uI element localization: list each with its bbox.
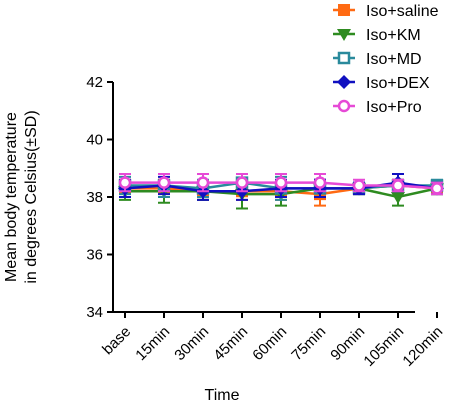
legend-label: Iso+DEX bbox=[366, 75, 430, 92]
legend: Iso+saline Iso+KM Iso+MD Iso+DEX Iso+Pro bbox=[333, 3, 439, 116]
x-tick-label: 30min bbox=[171, 323, 212, 364]
legend-item: Iso+saline bbox=[333, 3, 439, 20]
series-iso-pro bbox=[118, 173, 444, 196]
data-point bbox=[352, 179, 366, 192]
data-point bbox=[118, 176, 132, 189]
x-tick-label: 15min bbox=[132, 323, 173, 364]
x-tick-label: 45min bbox=[210, 323, 251, 364]
legend-item: Iso+DEX bbox=[333, 75, 430, 92]
legend-marker bbox=[337, 51, 351, 65]
plot-area bbox=[118, 173, 444, 210]
y-axis: 34 36 38 40 42 bbox=[86, 74, 114, 321]
data-point bbox=[196, 176, 210, 189]
data-point bbox=[430, 182, 444, 195]
y-tick-label: 38 bbox=[86, 189, 103, 206]
data-point bbox=[391, 179, 405, 192]
legend-item: Iso+MD bbox=[333, 51, 422, 68]
legend-item: Iso+Pro bbox=[333, 99, 422, 116]
y-tick-label: 36 bbox=[86, 247, 103, 264]
y-axis-title-line-1: Mean body temperature bbox=[3, 112, 20, 282]
y-tick-label: 40 bbox=[86, 132, 103, 149]
data-point bbox=[157, 176, 171, 189]
x-tick-label: base bbox=[99, 323, 134, 358]
legend-item: Iso+KM bbox=[333, 27, 421, 44]
legend-marker bbox=[337, 75, 351, 89]
legend-label: Iso+saline bbox=[366, 3, 439, 20]
data-point bbox=[274, 176, 288, 189]
x-tick-label: 75min bbox=[288, 323, 329, 364]
x-tick-label: 120min bbox=[399, 323, 446, 370]
data-point bbox=[313, 176, 327, 189]
legend-marker bbox=[337, 99, 351, 113]
legend-marker bbox=[337, 29, 351, 41]
legend-marker bbox=[338, 4, 350, 16]
x-axis-title: Time bbox=[205, 387, 240, 404]
data-point bbox=[235, 176, 249, 189]
y-axis-title-line-2: in degrees Celsius(±SD) bbox=[23, 110, 40, 283]
x-axis: base15min30min45min60min75min90min105min… bbox=[99, 311, 446, 370]
x-tick-label: 60min bbox=[249, 323, 290, 364]
data-point bbox=[391, 192, 405, 204]
x-tick-label: 105min bbox=[360, 323, 407, 370]
legend-label: Iso+KM bbox=[366, 27, 421, 44]
legend-label: Iso+Pro bbox=[366, 99, 422, 116]
legend-label: Iso+MD bbox=[366, 51, 422, 68]
y-tick-label: 34 bbox=[86, 304, 103, 321]
y-tick-label: 42 bbox=[86, 74, 103, 91]
